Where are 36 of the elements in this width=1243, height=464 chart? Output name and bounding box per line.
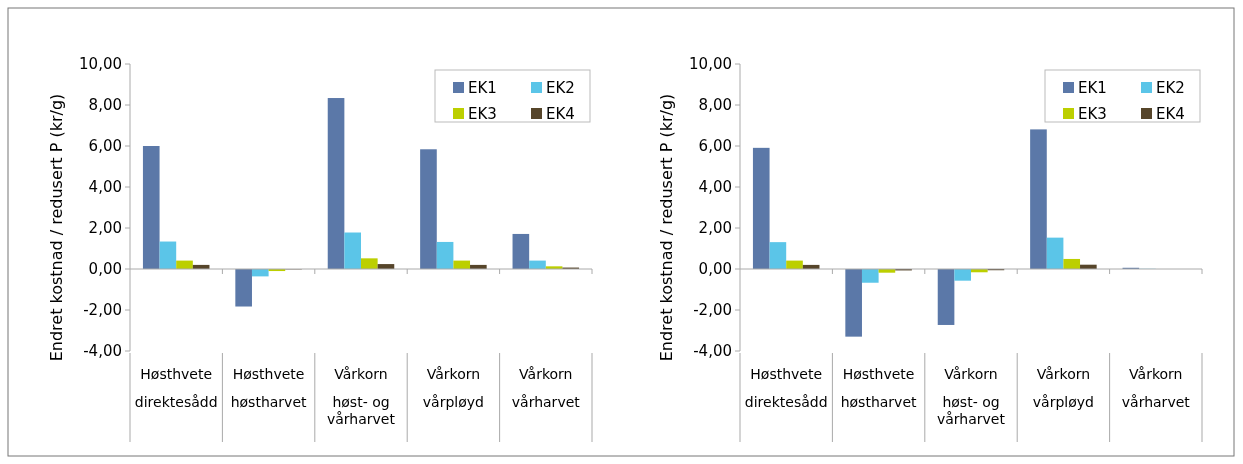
y-tick-label: -2,00 (693, 301, 732, 319)
y-tick-label: 2,00 (88, 219, 122, 237)
legend-label: EK1 (1078, 79, 1107, 97)
y-tick-label: 0,00 (88, 260, 122, 278)
y-tick-label: 6,00 (88, 137, 122, 155)
x-tick-label: Vårkorn vårpløyd (422, 366, 484, 410)
y-tick-label: 8,00 (88, 96, 122, 114)
y-tick-label: -4,00 (693, 342, 732, 360)
y-tick-label: 4,00 (88, 178, 122, 196)
x-tick-label: Vårkorn høst- og vårharvet (327, 366, 396, 427)
y-tick-label: 6,00 (698, 137, 732, 155)
legend-label: EK2 (546, 79, 575, 97)
x-tick-label: Høsthvete høstharvet (840, 366, 918, 410)
x-tick-label: Vårkorn vårharvet (511, 366, 581, 410)
y-tick-label: 2,00 (698, 219, 732, 237)
y-tick-label: 4,00 (698, 178, 732, 196)
x-tick-label: Høsthvete direktesådd (744, 366, 828, 410)
legend-label: EK4 (546, 105, 575, 123)
y-tick-label: -2,00 (83, 301, 122, 319)
y-tick-label: 10,00 (689, 55, 732, 73)
x-tick-label: Vårkorn høst- og vårharvet (937, 366, 1006, 427)
y-tick-label: -4,00 (83, 342, 122, 360)
x-tick-label: Vårkorn vårpløyd (1032, 366, 1094, 410)
y-tick-label: 10,00 (79, 55, 122, 73)
y-axis-title: Endret kostnad / redusert P (kr/g) (47, 93, 66, 362)
y-axis-title: Endret kostnad / redusert P (kr/g) (657, 93, 676, 362)
x-tick-label: Vårkorn vårharvet (1121, 366, 1191, 410)
legend-label: EK2 (1156, 79, 1185, 97)
legend-label: EK3 (1078, 105, 1107, 123)
y-tick-label: 0,00 (698, 260, 732, 278)
legend-label: EK3 (468, 105, 497, 123)
legend-label: EK4 (1156, 105, 1185, 123)
x-tick-label: Høsthvete høstharvet (230, 366, 308, 410)
y-tick-label: 8,00 (698, 96, 732, 114)
x-tick-label: Høsthvete direktesådd (134, 366, 218, 410)
legend-label: EK1 (468, 79, 497, 97)
